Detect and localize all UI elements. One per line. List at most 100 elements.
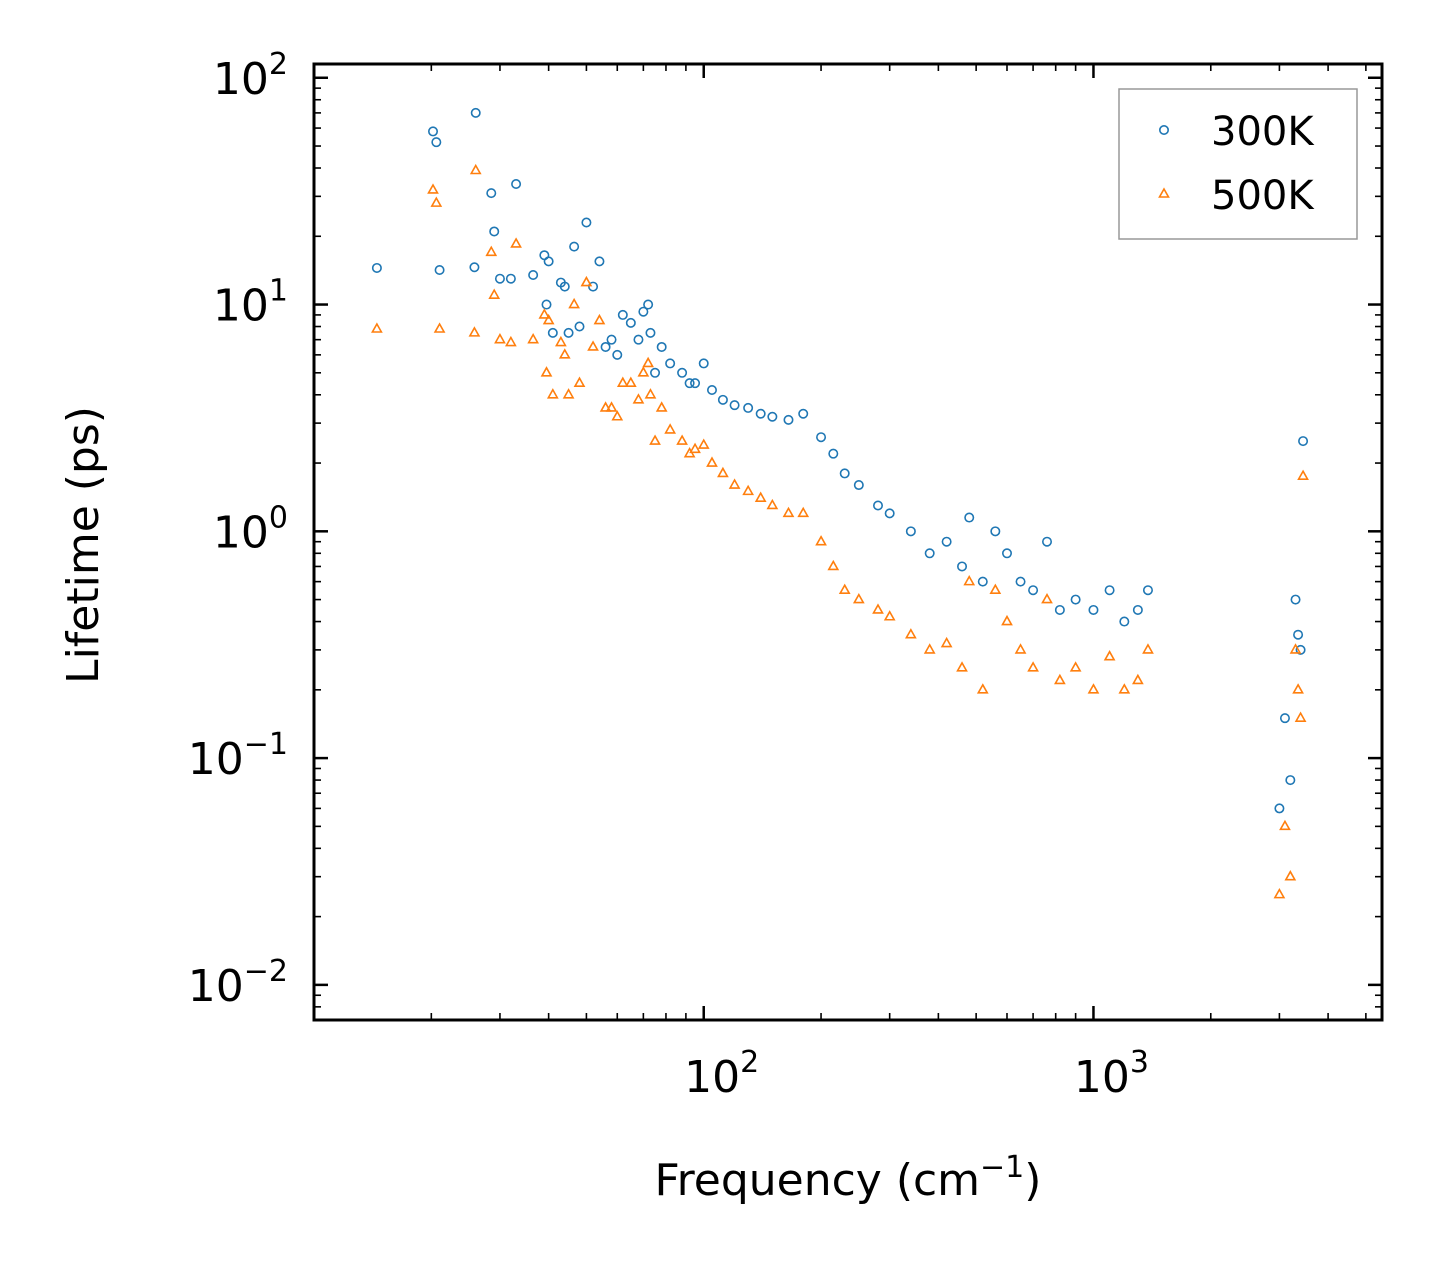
point-300k	[1142, 585, 1153, 596]
point-300k	[717, 394, 728, 405]
point-300k	[656, 341, 667, 352]
point-500k	[1294, 711, 1307, 722]
legend-box	[1118, 88, 1358, 240]
point-500k	[1284, 870, 1297, 881]
point-500k	[872, 603, 884, 614]
point-300k	[547, 327, 558, 338]
point-500k	[1289, 643, 1302, 654]
point-500k	[766, 498, 779, 510]
point-500k	[616, 376, 629, 387]
point-300k	[528, 269, 539, 280]
point-300k	[743, 402, 754, 413]
point-300k	[755, 408, 766, 419]
plot-frame	[312, 62, 1384, 1022]
point-500k	[488, 288, 501, 299]
point-300k	[1070, 594, 1081, 605]
tick-labels: 102 103 102 101 100 10−1 10−2	[188, 47, 1149, 1103]
point-500k	[1132, 673, 1144, 685]
point-500k	[558, 348, 571, 359]
point-300k	[643, 299, 654, 310]
series-500k	[371, 163, 1309, 899]
point-500k	[797, 506, 810, 518]
point-500k	[527, 333, 540, 344]
point-500k	[976, 683, 989, 694]
point-300k	[1274, 803, 1285, 814]
point-500k	[587, 340, 599, 351]
point-500k	[1273, 887, 1286, 899]
point-300k	[1285, 775, 1296, 786]
point-300k	[470, 107, 481, 118]
point-300k	[594, 256, 605, 267]
point-500k	[1069, 661, 1082, 672]
point-500k	[923, 643, 936, 654]
y-tick-label: 10−1	[188, 727, 288, 785]
point-300k	[677, 367, 688, 378]
y-tick-label: 100	[213, 500, 288, 558]
point-500k	[599, 401, 612, 412]
point-500k	[1054, 673, 1066, 685]
point-500k	[815, 535, 827, 546]
point-300k	[798, 408, 809, 419]
point-500k	[664, 423, 677, 434]
point-500k	[644, 388, 657, 399]
point-500k	[1292, 683, 1304, 694]
point-500k	[1041, 592, 1053, 604]
point-300k	[828, 448, 839, 459]
point-500k	[568, 297, 580, 309]
point-300k	[839, 468, 850, 479]
point-500k	[573, 376, 586, 387]
point-300k	[665, 358, 676, 369]
point-300k	[1279, 713, 1290, 724]
y-tick-label: 10−2	[188, 954, 288, 1012]
legend-marker-500k	[1158, 187, 1170, 198]
point-300k	[957, 561, 968, 572]
point-300k	[625, 317, 636, 328]
point-300k	[729, 400, 740, 411]
point-300k	[645, 327, 656, 338]
point-300k	[486, 188, 497, 199]
point-300k	[559, 281, 570, 292]
legend-label-500k: 500K	[1211, 173, 1315, 219]
point-300k	[469, 262, 480, 273]
point-300k	[1001, 548, 1012, 559]
point-500k	[371, 322, 383, 333]
point-500k	[782, 506, 795, 518]
point-300k	[569, 241, 580, 252]
point-300k	[431, 137, 442, 148]
point-500k	[852, 592, 865, 604]
point-500k	[469, 163, 482, 175]
y-axis-title: Lifetime (ps)	[58, 406, 109, 684]
point-300k	[581, 217, 592, 228]
point-300k	[541, 299, 552, 310]
point-500k	[642, 356, 654, 368]
point-300k	[684, 378, 695, 389]
point-300k	[884, 508, 895, 519]
point-300k	[706, 384, 717, 395]
point-300k	[1298, 436, 1309, 447]
point-500k	[697, 438, 710, 449]
point-300k	[977, 576, 988, 587]
point-500k	[706, 456, 718, 467]
point-500k	[485, 245, 498, 257]
point-300k	[606, 334, 617, 345]
point-500k	[433, 322, 446, 333]
point-500k	[754, 491, 767, 502]
point-500k	[904, 628, 917, 639]
point-300k	[505, 273, 516, 284]
legend-marker-300k	[1159, 125, 1170, 136]
point-500k	[1027, 661, 1039, 672]
point-300k	[873, 500, 884, 511]
point-300k	[1132, 604, 1143, 615]
point-300k	[1119, 616, 1130, 627]
point-300k	[434, 265, 445, 276]
point-300k	[690, 378, 701, 389]
point-300k	[494, 273, 505, 284]
point-500k	[1014, 643, 1027, 654]
point-500k	[963, 574, 976, 586]
point-500k	[989, 583, 1002, 594]
point-300k	[633, 334, 644, 345]
point-500k	[649, 434, 661, 445]
point-300k	[1293, 629, 1304, 640]
point-300k	[574, 321, 585, 332]
